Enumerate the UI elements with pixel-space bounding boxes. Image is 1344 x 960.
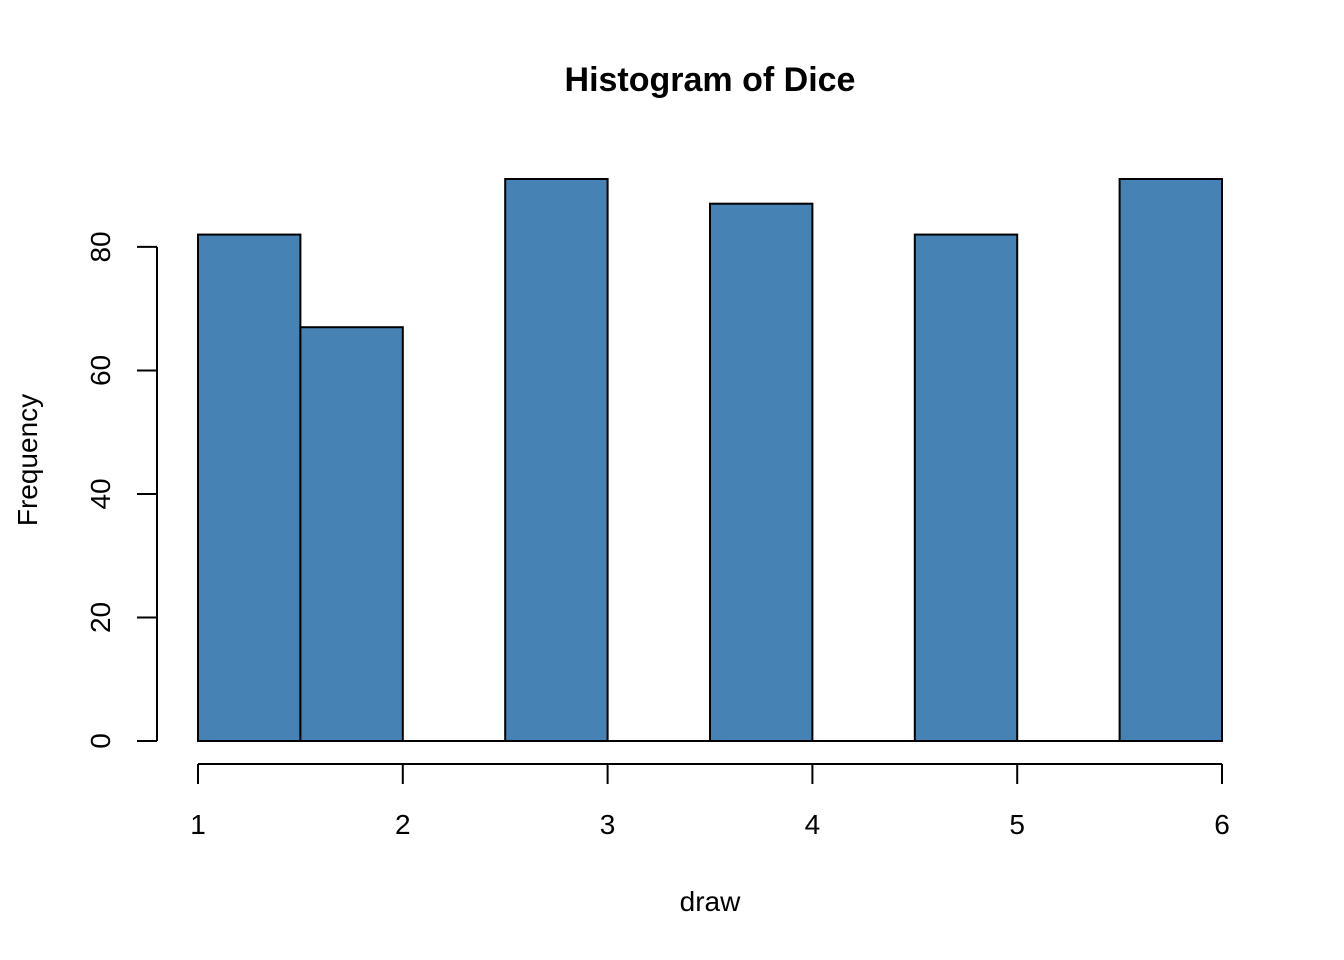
bars-group xyxy=(197,178,1223,742)
histogram-bar xyxy=(1118,178,1223,742)
y-tick-label: 80 xyxy=(85,231,116,262)
x-tick-label: 1 xyxy=(190,809,206,840)
y-tick-label: 40 xyxy=(85,478,116,509)
y-tick-label: 20 xyxy=(85,602,116,633)
y-axis-label: Frequency xyxy=(12,394,43,526)
y-tick-label: 0 xyxy=(85,733,116,749)
histogram-bar xyxy=(504,178,609,742)
histogram-bar xyxy=(299,326,404,742)
x-tick-label: 6 xyxy=(1214,809,1230,840)
chart-title: Histogram of Dice xyxy=(565,61,856,99)
x-tick-label: 3 xyxy=(600,809,616,840)
x-tick-label: 2 xyxy=(395,809,411,840)
x-axis-label: draw xyxy=(680,886,741,917)
histogram-bar xyxy=(197,233,302,742)
y-axis: 0 20 40 60 80 xyxy=(85,231,158,749)
x-axis: 1 2 3 4 5 6 xyxy=(190,763,1230,840)
x-tick-label: 4 xyxy=(805,809,821,840)
histogram-bar xyxy=(913,233,1019,742)
histogram-bar xyxy=(709,202,814,742)
x-tick-label: 5 xyxy=(1009,809,1025,840)
y-tick-label: 60 xyxy=(85,355,116,386)
